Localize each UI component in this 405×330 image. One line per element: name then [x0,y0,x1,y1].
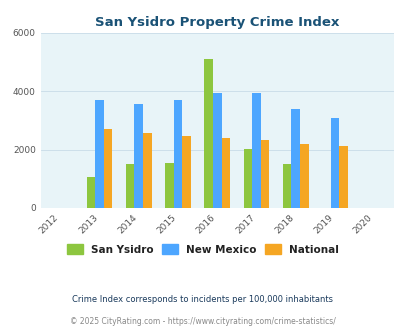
Bar [282,164,291,208]
Bar [299,144,308,208]
Bar [212,93,221,208]
Bar [164,163,173,208]
Bar [252,93,260,208]
Bar [173,100,182,208]
Bar [243,149,252,208]
Bar [182,137,190,208]
Legend: San Ysidro, New Mexico, National: San Ysidro, New Mexico, National [63,240,342,259]
Text: Crime Index corresponds to incidents per 100,000 inhabitants: Crime Index corresponds to incidents per… [72,295,333,304]
Bar [204,59,212,208]
Bar [260,140,269,208]
Bar [221,138,230,208]
Bar [134,104,143,208]
Bar [95,100,104,208]
Bar [291,109,299,208]
Bar [339,147,347,208]
Title: San Ysidro Property Crime Index: San Ysidro Property Crime Index [95,16,339,29]
Text: © 2025 CityRating.com - https://www.cityrating.com/crime-statistics/: © 2025 CityRating.com - https://www.city… [70,317,335,326]
Bar [330,118,339,208]
Bar [86,177,95,208]
Bar [126,164,134,208]
Bar [143,133,151,208]
Bar [104,129,112,208]
